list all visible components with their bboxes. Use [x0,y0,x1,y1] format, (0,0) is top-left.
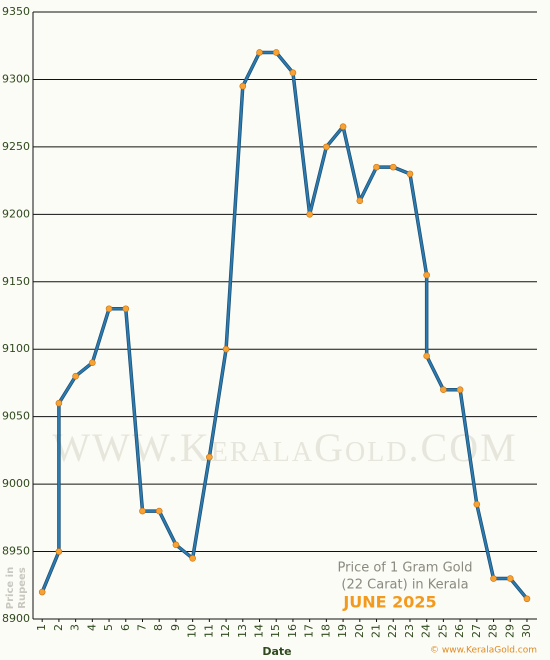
marker [440,386,447,393]
watermark: WWW.KeralaGold.COM [52,425,517,470]
y-axis-label: Rupees [17,567,28,609]
x-tick-label: 15 [269,624,282,638]
x-tick-label: 1 [35,624,48,631]
x-tick-label: 30 [520,624,533,638]
x-tick-label: 17 [303,624,316,638]
x-tick-label: 23 [403,624,416,638]
x-tick-label: 21 [370,624,383,638]
marker [523,595,531,603]
annotation: (22 Carat) in Kerala [341,578,468,593]
y-tick-label: 9000 [2,477,30,490]
marker [38,588,46,596]
y-tick-label: 9200 [2,207,30,220]
marker [122,305,130,313]
x-tick-label: 19 [336,624,349,638]
y-tick-label: 9150 [2,275,30,288]
x-tick-label: 2 [52,624,65,631]
marker [55,548,63,555]
y-tick-label: 9300 [2,72,30,85]
marker [272,49,280,56]
y-axis-label: Price in [5,567,16,609]
marker [155,507,163,515]
marker [339,123,347,130]
y-tick-label: 8900 [2,612,30,625]
x-tick-label: 26 [453,624,466,638]
x-tick-label: 11 [202,624,215,638]
marker [356,197,364,205]
x-tick-label: 14 [253,624,266,638]
marker [189,554,196,562]
marker [423,352,430,360]
marker [89,359,96,367]
marker [72,372,79,380]
marker [323,143,330,151]
x-tick-label: 12 [219,624,232,638]
y-tick-label: 8950 [2,545,30,558]
marker [172,541,180,549]
x-tick-label: 6 [119,624,132,631]
y-tick-label: 9250 [2,140,30,153]
y-tick-label: 9050 [2,410,30,423]
marker [406,170,414,178]
marker [55,399,63,407]
y-tick-label: 9350 [2,5,30,18]
marker [256,49,263,56]
annotation: Price of 1 Gram Gold [338,561,473,576]
x-tick-label: 13 [236,624,249,638]
marker [506,575,514,582]
marker [105,305,113,313]
x-tick-label: 4 [85,624,98,631]
marker [473,501,481,508]
x-tick-label: 7 [135,624,148,631]
footer: © www.KeralaGold.com [430,646,537,656]
marker [306,211,313,218]
marker [423,271,430,279]
x-tick-label: 9 [169,624,182,631]
marker [239,82,247,90]
marker [389,163,397,171]
x-tick-label: 18 [319,624,332,638]
marker [456,386,464,393]
marker [139,507,146,515]
x-tick-label: 22 [386,624,399,638]
x-tick-label: 28 [487,624,500,638]
x-tick-label: 16 [286,624,299,638]
marker [206,453,213,461]
marker [490,575,497,582]
month-label: JUNE 2025 [342,593,436,612]
marker [289,69,297,76]
x-tick-label: 29 [503,624,516,638]
x-tick-label: 27 [470,624,483,638]
x-tick-label: 10 [186,624,199,638]
x-tick-label: 20 [353,624,366,638]
marker [373,163,380,171]
y-tick-label: 9100 [2,342,30,355]
x-tick-label: 5 [102,624,115,631]
x-tick-label: 25 [436,624,449,638]
marker [222,345,230,353]
x-tick-label: 8 [152,624,165,631]
x-tick-label: 3 [69,624,82,631]
x-tick-label: 24 [420,624,433,638]
x-axis-label: Date [262,645,291,658]
